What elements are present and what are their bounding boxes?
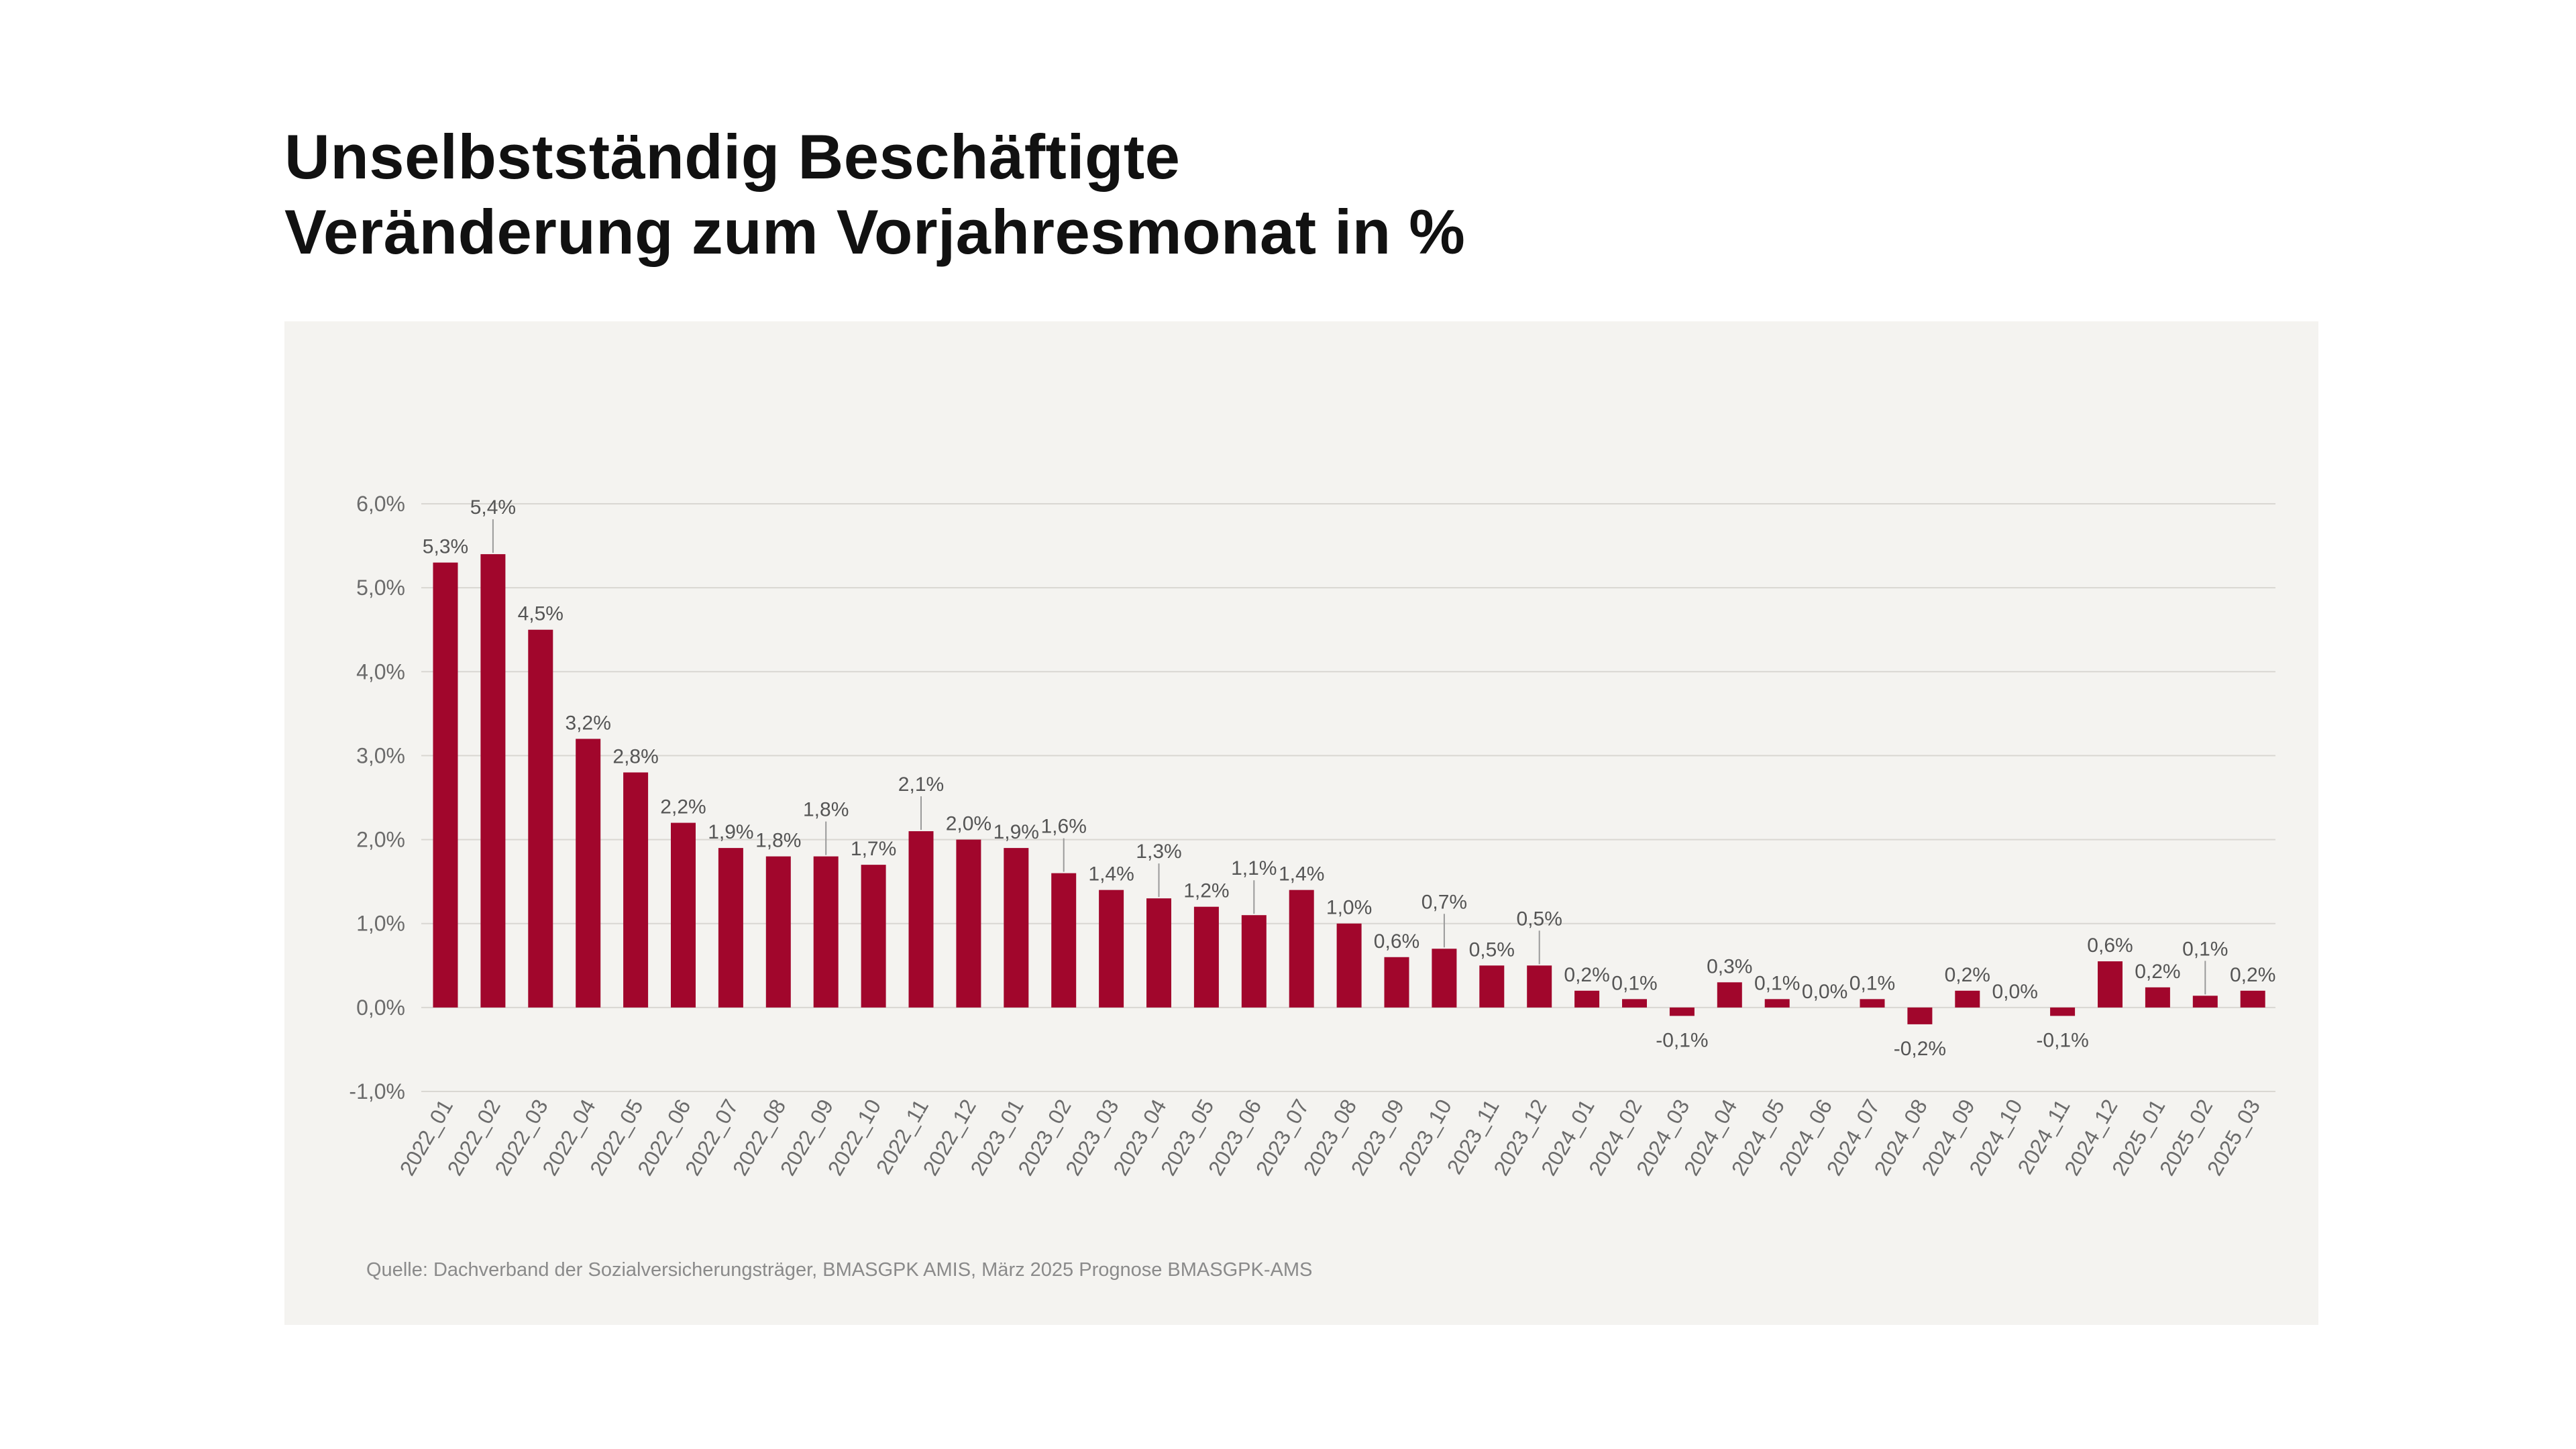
bar	[480, 554, 506, 1008]
bar	[1764, 999, 1790, 1008]
bar	[1004, 848, 1029, 1008]
bar	[718, 848, 743, 1008]
data-label: 5,4%	[470, 496, 516, 519]
bar	[2098, 961, 2123, 1008]
source-note: Quelle: Dachverband der Sozialversicheru…	[366, 1259, 1313, 1281]
bar	[1907, 1007, 1933, 1024]
bar	[1622, 999, 1647, 1008]
data-label: 1,0%	[1326, 897, 1372, 919]
bar	[1051, 873, 1077, 1008]
data-label: 0,2%	[1564, 964, 1609, 986]
bar	[2145, 987, 2170, 1008]
bar	[1479, 965, 1505, 1008]
y-tick-label: 3,0%	[356, 743, 405, 767]
y-tick-label: 2,0%	[356, 828, 405, 852]
bar	[2192, 996, 2218, 1008]
bar	[1432, 949, 1457, 1008]
data-label: 0,6%	[2087, 934, 2133, 957]
bar	[1336, 923, 1362, 1008]
y-tick-label: 5,0%	[356, 576, 405, 600]
data-label: -0,1%	[1656, 1029, 1708, 1051]
data-label: 0,1%	[1611, 972, 1657, 994]
data-label: 0,1%	[1754, 972, 1800, 994]
y-tick-label: 6,0%	[356, 492, 405, 516]
data-label: 1,1%	[1231, 857, 1277, 879]
data-label: 0,0%	[1802, 981, 1847, 1003]
bar	[528, 629, 553, 1008]
bar	[623, 772, 649, 1008]
data-label: 0,5%	[1517, 908, 1562, 930]
bar	[1717, 982, 1742, 1008]
data-label: 0,1%	[1849, 972, 1895, 994]
data-label: 0,6%	[1374, 930, 1419, 953]
bar	[956, 839, 981, 1008]
data-label: 0,2%	[1945, 964, 1990, 986]
data-label: 2,8%	[612, 745, 658, 767]
chart-panel: -1,0% 0,0% 1,0% 2,0% 3,0% 4,0% 5,0% 6,0% 5,3% 5,4…	[284, 321, 2318, 1325]
data-label: 1,8%	[803, 799, 849, 821]
bar	[813, 856, 839, 1008]
bar	[671, 822, 696, 1008]
data-label: 2,0%	[946, 813, 991, 835]
data-label: 0,7%	[1421, 891, 1467, 913]
data-label: 1,6%	[1041, 816, 1087, 838]
bar-chart: -1,0% 0,0% 1,0% 2,0% 3,0% 4,0% 5,0% 6,0% 5,3%5,4…	[349, 492, 2275, 1179]
data-label: 4,5%	[518, 603, 564, 625]
bar	[2050, 1007, 2076, 1016]
bar	[1099, 890, 1124, 1008]
bar	[1527, 965, 1552, 1008]
data-label: 1,7%	[851, 838, 896, 860]
data-label: 1,3%	[1136, 841, 1181, 863]
bar	[908, 831, 934, 1008]
data-label: 1,9%	[708, 821, 753, 843]
bar	[2240, 990, 2265, 1008]
data-label: 0,5%	[1469, 938, 1515, 961]
bar	[1955, 990, 1980, 1008]
chart-title-line-2: Veränderung zum Vorjahresmonat in %	[284, 197, 1466, 267]
y-tick-label: -1,0%	[349, 1079, 405, 1104]
data-label: 1,4%	[1088, 863, 1134, 885]
data-label: 1,2%	[1183, 880, 1229, 902]
bar	[1669, 1007, 1695, 1016]
title-block: Unselbstständig Beschäftigte Veränderung…	[284, 119, 1465, 270]
bar	[1860, 999, 1885, 1008]
y-tick-label: 4,0%	[356, 659, 405, 684]
bar	[1146, 898, 1171, 1008]
data-label: 2,1%	[898, 773, 944, 796]
data-label: -0,1%	[2036, 1029, 2088, 1051]
data-label: 1,8%	[755, 830, 801, 852]
data-label: 0,3%	[1707, 955, 1752, 977]
bar	[765, 856, 791, 1008]
data-label: 0,2%	[2135, 961, 2180, 983]
bar	[1574, 990, 1600, 1008]
chart-title-line-1: Unselbstständig Beschäftigte	[284, 121, 1181, 192]
data-label: 1,9%	[994, 821, 1039, 843]
bar	[1193, 906, 1219, 1008]
bar	[861, 865, 886, 1008]
data-label: 5,3%	[423, 536, 468, 558]
data-label: 0,2%	[2230, 964, 2275, 986]
bar	[1384, 957, 1409, 1008]
bar	[576, 739, 601, 1008]
data-label: 1,4%	[1279, 863, 1324, 885]
data-label: -0,2%	[1894, 1038, 1946, 1060]
data-label: 3,2%	[566, 712, 611, 734]
bar	[433, 562, 458, 1008]
bar	[1241, 915, 1267, 1008]
data-label: 2,2%	[660, 796, 706, 818]
y-tick-label: 0,0%	[356, 996, 405, 1020]
data-label: 0,0%	[1992, 981, 2038, 1003]
y-tick-label: 1,0%	[356, 912, 405, 936]
data-label: 0,1%	[2182, 938, 2228, 960]
bar	[1289, 890, 1314, 1008]
